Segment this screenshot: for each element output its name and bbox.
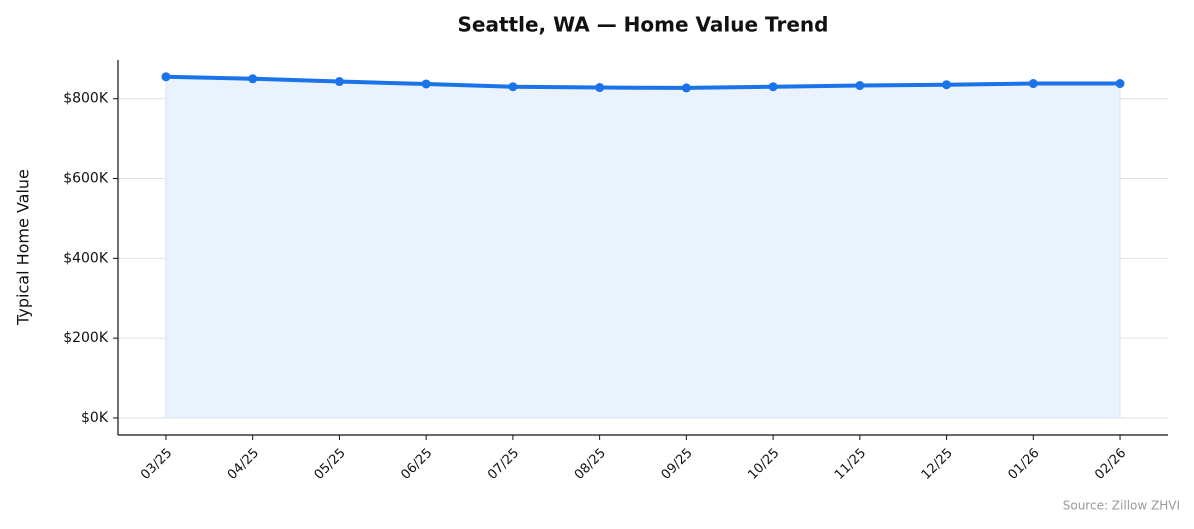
point xyxy=(768,82,778,92)
x-tick-label: 09/25 xyxy=(659,446,696,483)
point xyxy=(595,83,605,93)
point xyxy=(421,79,431,89)
y-tick-label: $600K xyxy=(63,171,109,187)
x-tick-label: 06/25 xyxy=(398,446,435,483)
x-tick-label: 07/25 xyxy=(485,446,522,483)
y-tick-label: $400K xyxy=(63,250,109,266)
x-tick-label: 01/26 xyxy=(1006,446,1043,483)
x-tick-label: 11/25 xyxy=(832,446,869,483)
x-tick-label: 04/25 xyxy=(225,446,262,483)
area xyxy=(165,76,1121,419)
point xyxy=(248,74,258,84)
y-tick-label: $0K xyxy=(81,410,109,426)
source-note: Source: Zillow ZHVI xyxy=(1063,499,1180,513)
y-tick-label: $200K xyxy=(63,330,109,346)
point xyxy=(161,72,171,82)
chart-title: Seattle, WA — Home Value Trend xyxy=(458,13,829,37)
line xyxy=(165,74,1121,90)
point xyxy=(681,83,691,93)
x-tick-label: 02/26 xyxy=(1092,446,1129,483)
point xyxy=(508,82,518,92)
x-tick-label: 10/25 xyxy=(745,446,782,483)
point xyxy=(942,80,952,90)
x-tick-label: 08/25 xyxy=(572,446,609,483)
point xyxy=(855,81,865,91)
y-tick-label: $800K xyxy=(63,91,109,107)
y-axis-label: Typical Home Value xyxy=(14,169,33,326)
point xyxy=(334,77,344,87)
x-tick-label: 05/25 xyxy=(312,446,349,483)
point xyxy=(1028,79,1038,89)
x-tick-label: 12/25 xyxy=(919,446,956,483)
point xyxy=(1115,79,1125,89)
x-tick-label: 03/25 xyxy=(138,446,175,483)
